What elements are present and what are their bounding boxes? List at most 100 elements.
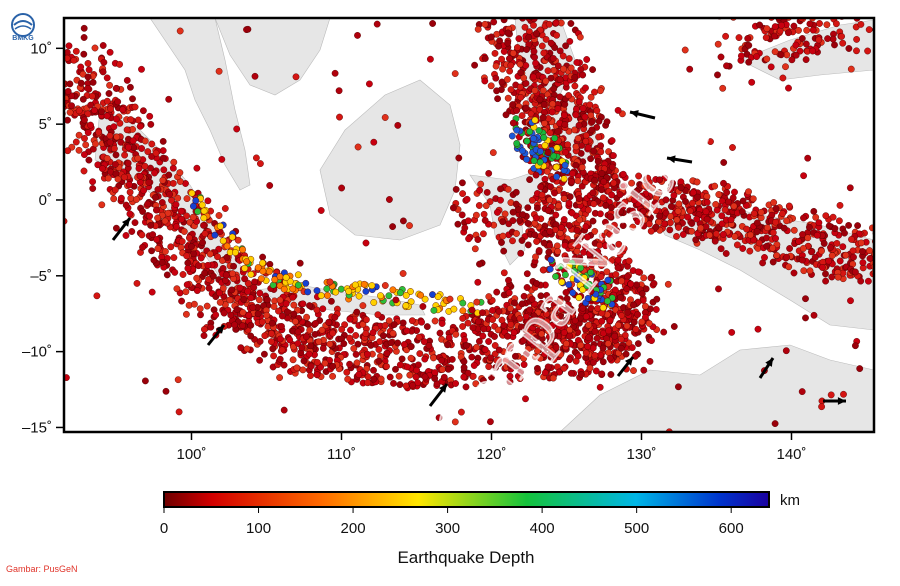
earthquake-dot [266, 260, 274, 268]
earthquake-dot [815, 36, 823, 44]
earthquake-dot [114, 98, 122, 106]
earthquake-dot [532, 59, 539, 67]
earthquake-dot [488, 6, 494, 12]
earthquake-dot [745, 58, 753, 66]
map-title: Earthquake Depth [397, 548, 534, 567]
earthquake-dot [326, 340, 334, 348]
earthquake-dot [307, 372, 314, 379]
earthquake-dot [193, 287, 201, 294]
earthquake-dot [406, 371, 414, 379]
earthquake-dot [121, 173, 128, 181]
earthquake-dot [475, 337, 483, 345]
earthquake-dot [531, 116, 539, 124]
earthquake-dot [640, 366, 648, 374]
earthquake-dot [531, 87, 539, 94]
earthquake-dot [110, 195, 118, 203]
earthquake-dot [520, 354, 528, 362]
earthquake-dot [567, 20, 575, 27]
earthquake-dot [575, 195, 583, 203]
earthquake-dot [170, 158, 178, 166]
earthquake-dot [795, 238, 803, 245]
earthquake-dot [200, 207, 208, 215]
earthquake-dot [803, 8, 809, 14]
earthquake-dot [582, 349, 590, 357]
earthquake-dot [867, 0, 873, 2]
earthquake-dot [452, 380, 459, 387]
earthquake-dot [513, 230, 520, 237]
earthquake-dot [597, 148, 605, 156]
earthquake-dot [417, 291, 424, 299]
earthquake-dot [622, 350, 630, 358]
earthquake-dot [64, 88, 72, 95]
earthquake-dot [110, 123, 118, 131]
earthquake-dot [167, 243, 175, 251]
earthquake-dot [605, 349, 612, 356]
earthquake-dot [276, 335, 284, 343]
earthquake-dot [367, 341, 375, 349]
earthquake-dot [352, 332, 360, 339]
earthquake-dot [396, 289, 404, 297]
earthquake-dot [168, 196, 175, 204]
earthquake-dot [546, 196, 554, 204]
earthquake-dot [57, 116, 63, 122]
earthquake-dot [352, 350, 360, 358]
earthquake-dot [415, 333, 423, 341]
earthquake-dot [875, 246, 881, 252]
earthquake-dot [749, 195, 757, 203]
earthquake-dot [819, 264, 826, 271]
earthquake-dot [326, 278, 334, 286]
earthquake-dot [383, 349, 391, 357]
earthquake-dot [778, 21, 785, 29]
earthquake-dot [572, 357, 580, 365]
earthquake-dot [72, 138, 80, 146]
earthquake-dot [790, 22, 798, 30]
earthquake-dot [606, 316, 614, 324]
earthquake-dot [714, 10, 720, 16]
earthquake-dot [416, 350, 424, 357]
earthquake-dot [846, 6, 852, 12]
earthquake-dot [177, 207, 185, 215]
earthquake-dot [218, 155, 226, 163]
earthquake-dot [614, 107, 622, 114]
earthquake-dot [359, 302, 367, 309]
earthquake-dot [630, 301, 637, 309]
earthquake-dot [624, 308, 632, 316]
earthquake-dot [50, 67, 56, 73]
earthquake-dot [769, 244, 776, 252]
earthquake-dot [549, 0, 555, 5]
earthquake-dot [576, 33, 584, 41]
earthquake-dot [731, 233, 739, 240]
earthquake-dot [145, 178, 153, 186]
earthquake-dot [675, 383, 682, 391]
earthquake-dot [146, 212, 154, 220]
earthquake-dot [523, 46, 530, 53]
earthquake-dot [827, 244, 834, 251]
earthquake-dot [551, 134, 558, 142]
earthquake-dot [513, 126, 521, 134]
earthquake-dot [499, 218, 507, 226]
earthquake-dot [715, 191, 723, 198]
earthquake-dot [153, 236, 161, 243]
earthquake-dot [517, 9, 523, 15]
earthquake-dot [836, 257, 844, 265]
earthquake-dot [568, 178, 575, 186]
earthquake-dot [379, 332, 387, 340]
earthquake-dot [881, 9, 887, 15]
earthquake-dot [452, 185, 460, 193]
earthquake-dot [438, 320, 446, 327]
earthquake-dot [772, 6, 778, 12]
earthquake-dot [138, 65, 145, 73]
earthquake-dot [421, 295, 429, 303]
earthquake-dot [764, 224, 771, 232]
earthquake-dot [524, 11, 530, 17]
earthquake-dot [446, 295, 454, 303]
earthquake-dot [390, 379, 397, 387]
earthquake-dot [827, 0, 833, 1]
earthquake-dot [840, 390, 847, 398]
earthquake-dot [402, 291, 410, 299]
earthquake-dot [552, 163, 560, 171]
earthquake-dot [412, 373, 420, 381]
earthquake-dot [124, 143, 132, 151]
earthquake-dot [779, 74, 787, 82]
earthquake-dot [263, 311, 271, 319]
